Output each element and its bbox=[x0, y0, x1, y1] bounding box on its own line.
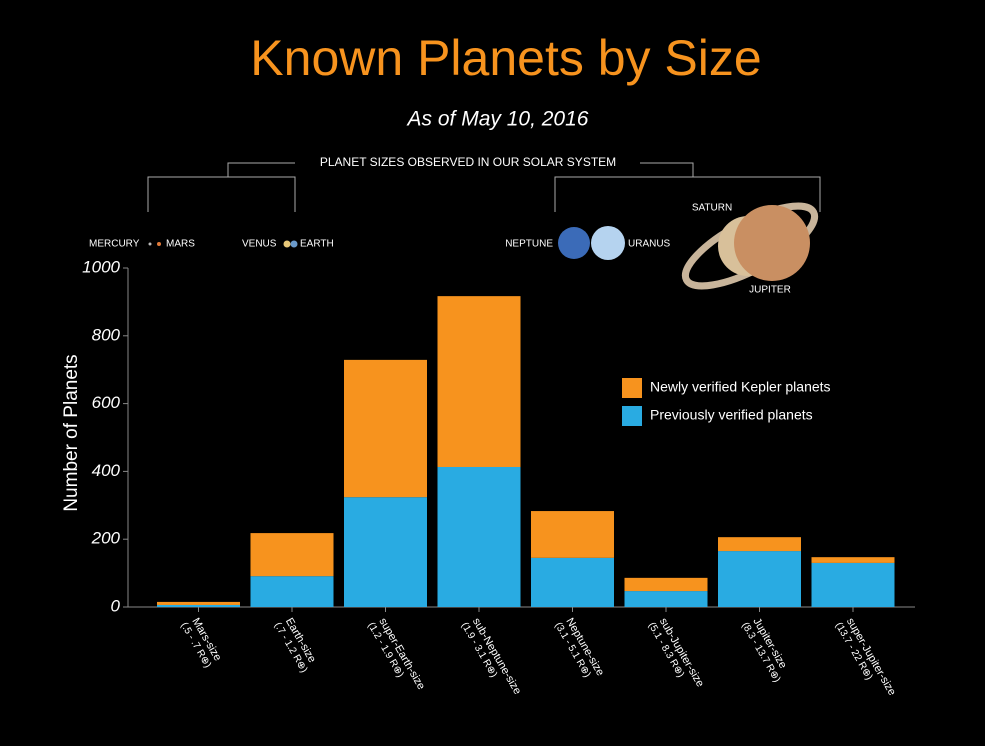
x-tick-label-group: sub-Neptune-size(1.9 - 3.1 R⊕) bbox=[459, 616, 524, 697]
planet-icon bbox=[290, 240, 298, 248]
planet-icon bbox=[591, 226, 625, 260]
bar-segment bbox=[344, 359, 427, 498]
x-tick-label-group: sub-Jupiter-size(5.1 - 8.3 R⊕) bbox=[646, 616, 706, 689]
legend-swatch bbox=[622, 406, 642, 426]
planet-label: MERCURY bbox=[89, 239, 140, 250]
y-tick-label: 200 bbox=[91, 529, 121, 548]
y-tick-label: 1000 bbox=[82, 257, 120, 276]
chart-subtitle: As of May 10, 2016 bbox=[406, 108, 589, 131]
bar-segment bbox=[250, 576, 334, 607]
planet-icon bbox=[734, 205, 810, 281]
chart-title: Known Planets by Size bbox=[250, 30, 761, 86]
y-tick-label: 400 bbox=[92, 461, 121, 480]
legend-label: Previously verified planets bbox=[650, 407, 813, 423]
bar-segment bbox=[718, 537, 801, 552]
planet-icon bbox=[283, 240, 291, 248]
planet-label: MARS bbox=[166, 239, 195, 250]
y-axis-label: Number of Planets bbox=[61, 354, 82, 511]
planet-label: VENUS bbox=[242, 239, 277, 250]
bar-segment bbox=[531, 557, 614, 607]
bar-segment bbox=[344, 497, 427, 607]
planet-label: URANUS bbox=[628, 239, 671, 250]
bar-segment bbox=[531, 511, 614, 558]
bar-segment bbox=[624, 577, 708, 592]
y-tick-label: 800 bbox=[92, 325, 121, 344]
x-tick-label-group: Mars-size(.5 - .7 R⊕) bbox=[178, 616, 223, 670]
x-tick-label-group: super-Jupiter-size(13.7 - 22 R⊕) bbox=[833, 616, 898, 698]
y-tick-label: 600 bbox=[92, 393, 121, 412]
legend-label: Newly verified Kepler planets bbox=[650, 379, 831, 395]
bracket-right bbox=[554, 162, 821, 212]
planet-icon bbox=[558, 227, 590, 259]
bar-segment bbox=[250, 533, 334, 577]
bar-segment bbox=[811, 562, 895, 607]
brackets bbox=[147, 162, 821, 212]
planet-icon bbox=[157, 242, 161, 246]
bar-segment bbox=[157, 601, 240, 605]
planet-label: SATURN bbox=[692, 203, 732, 214]
planet-icon bbox=[148, 242, 152, 246]
y-tick-label: 0 bbox=[111, 596, 121, 615]
x-tick-label-group: Earth-size(.7 - 1.2 R⊕) bbox=[272, 616, 318, 675]
legend-swatch bbox=[622, 378, 642, 398]
x-tick-label-group: super-Earth-size(1.2 - 1.9 R⊕) bbox=[365, 616, 427, 692]
planet-label: NEPTUNE bbox=[505, 239, 553, 250]
bracket-left bbox=[147, 162, 296, 212]
bar-segment bbox=[157, 604, 240, 607]
bar-segment bbox=[811, 557, 895, 563]
bar-segment bbox=[437, 466, 521, 607]
bar-segment bbox=[624, 591, 708, 607]
planet-label: EARTH bbox=[300, 239, 334, 250]
solar-system-label: PLANET SIZES OBSERVED IN OUR SOLAR SYSTE… bbox=[320, 155, 616, 169]
planet-label: JUPITER bbox=[749, 285, 791, 296]
bar-segment bbox=[437, 296, 521, 467]
x-tick-label-group: Jupiter-size(8.3 - 13.7 R⊕) bbox=[739, 616, 789, 684]
x-tick-label-group: Neptune-size(3.1 - 5.1 R⊕) bbox=[552, 616, 606, 680]
bar-segment bbox=[718, 551, 801, 607]
